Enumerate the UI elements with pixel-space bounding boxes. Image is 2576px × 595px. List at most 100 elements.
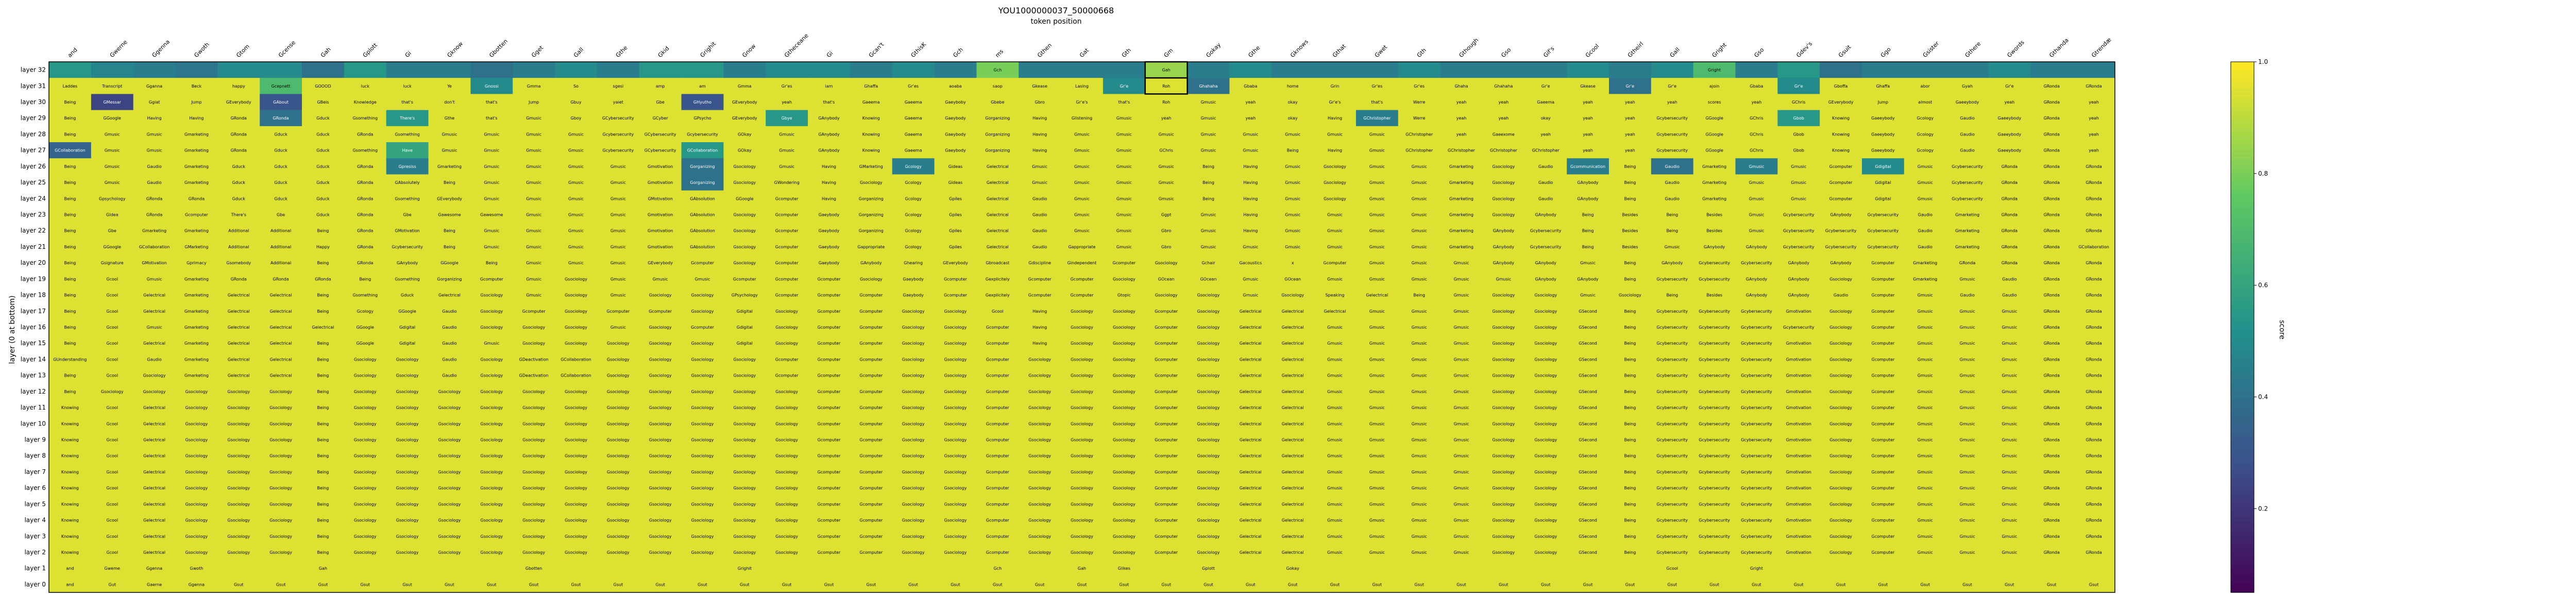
cell-label: Gsociology — [607, 357, 630, 362]
cell-label: Gmusic — [2002, 518, 2017, 523]
cell-label: Gaeybody — [819, 229, 840, 233]
heatmap-cell — [555, 158, 598, 175]
cell-label: Having — [1328, 148, 1342, 153]
cell-label: Gsociology — [1197, 470, 1220, 474]
heatmap-cell — [1272, 126, 1314, 143]
cell-label: Gsociology — [1197, 518, 1220, 523]
cell-label: Gmusic — [1960, 309, 1975, 314]
cell-label: Being — [317, 357, 329, 362]
cell-label: yeah — [1499, 100, 1509, 105]
cell-label: okay — [1288, 100, 1298, 105]
cell-label: Gsut — [614, 582, 623, 587]
cell-label: Gsociology — [607, 437, 630, 442]
cell-label: Gcomputer — [859, 405, 883, 410]
cell-label: Gmusic — [1412, 454, 1427, 458]
cell-label: Gokay — [1286, 566, 1299, 571]
cell-label: Gwoth — [190, 566, 204, 571]
colorbar-segment — [2231, 566, 2254, 571]
cell-label: Gsociology — [1493, 502, 1515, 506]
colorbar-segment — [2231, 265, 2254, 270]
heatmap-cell — [1061, 110, 1104, 127]
cell-label: Gmusic — [526, 245, 541, 249]
cell-label: am — [699, 84, 706, 89]
cell-label: Gsociology — [1534, 405, 1557, 410]
colorbar-segment — [2231, 482, 2254, 487]
cell-label: Gmusic — [1412, 486, 1427, 490]
cell-label: Gmusic — [1412, 245, 1427, 249]
cell-label: Gsociology — [1113, 325, 1136, 330]
heatmap-cell — [1272, 158, 1314, 175]
cell-label: Gorganizing — [437, 277, 462, 281]
x-tick-label: Gif's — [1542, 45, 1556, 59]
cell-label: Gcomputer — [1155, 421, 1178, 426]
cell-label: GSecond — [1579, 389, 1597, 394]
x-tick-label: Gknows — [1289, 38, 1310, 59]
cell-label: GAbout — [273, 100, 289, 105]
cell-label: Gcybersecurity — [1656, 421, 1688, 426]
cell-label: Being — [64, 309, 76, 314]
cell-label: Gelectrical — [1282, 421, 1304, 426]
cell-label: Gpiles — [949, 196, 962, 201]
cell-label: Gcomputer — [1155, 518, 1178, 523]
cell-label: Gmusic — [1960, 277, 1975, 281]
cell-label: Knowing — [61, 518, 79, 523]
colorbar-segment — [2231, 309, 2254, 314]
heatmap-cell — [386, 94, 429, 111]
cell-label: Gmusic — [2002, 486, 2017, 490]
cell-label: GAnybody — [1577, 196, 1599, 201]
cell-label: Gsociology — [902, 421, 925, 426]
cell-label: Gsociology — [480, 405, 503, 410]
cell-label: Gmusic — [1074, 213, 1090, 217]
heatmap-cell — [892, 142, 935, 159]
cell-label: Gsociology — [902, 357, 925, 362]
colorbar-segment — [2231, 234, 2254, 239]
cell-label: Gaeeybody — [1871, 116, 1895, 121]
heatmap-cell — [175, 78, 218, 94]
cell-label: Gcool — [106, 293, 118, 298]
cell-label: Gsut — [2089, 582, 2099, 587]
colorbar-segment — [2231, 261, 2254, 266]
colorbar-segment — [2231, 437, 2254, 443]
cell-label: GDeactivation — [519, 373, 549, 378]
colorbar-segment — [2231, 530, 2254, 536]
cell-label: Gmusic — [611, 245, 626, 249]
cell-label: Gmusic — [1369, 373, 1385, 378]
cell-label: GChristopher — [1532, 148, 1560, 153]
heatmap-cell — [1820, 560, 1862, 577]
cell-label: Gcybersecurity — [1699, 486, 1730, 490]
cell-label: Gmarketing — [437, 164, 462, 169]
cell-label: Gcomputer — [775, 213, 799, 217]
cell-label: Gsut — [1246, 582, 1256, 587]
cell-label: GRonda — [2044, 293, 2060, 298]
heatmap-cell — [1651, 94, 1694, 111]
cell-label: Gmusic — [1116, 196, 1132, 201]
cell-label: Gr'e — [1541, 84, 1550, 89]
cell-label: Gsociology — [1829, 454, 1852, 458]
cell-label: Gaudio — [1918, 213, 1933, 217]
x-tick-label: Gtheirl — [1626, 41, 1645, 59]
cell-label: Gsociology — [1197, 325, 1220, 330]
cell-label: Gsociology — [396, 550, 419, 555]
cell-label: GRonda — [2002, 196, 2018, 201]
heatmap-cell — [175, 94, 218, 111]
x-tick-label: Gi — [404, 50, 413, 59]
cell-label: okay — [1541, 116, 1551, 121]
cell-label: GWondering — [774, 180, 800, 185]
cell-label: Gcybersecurity — [1741, 502, 1772, 506]
cell-label: Having — [1243, 229, 1258, 233]
cell-label: Gbe — [108, 229, 116, 233]
cell-label: Gcybersecurity — [1952, 180, 1983, 185]
cell-label: GMessar — [103, 100, 121, 105]
cell-label: Gaudio — [1538, 196, 1553, 201]
x-tick-label: Gwerne — [109, 39, 129, 59]
cell-label: Gcybersecurity — [1952, 164, 1983, 169]
cell-label: Gsociology — [1534, 518, 1557, 523]
cell-label: Gcomputer — [1155, 486, 1178, 490]
cell-label: GOkay — [738, 132, 752, 137]
cell-label: Gsut — [1541, 582, 1551, 587]
cell-label: Gmusic — [1454, 470, 1469, 474]
cell-label: Gsociology — [902, 550, 925, 555]
cell-label: GRonda — [2044, 84, 2060, 89]
cell-label: Gsociology — [438, 550, 461, 555]
